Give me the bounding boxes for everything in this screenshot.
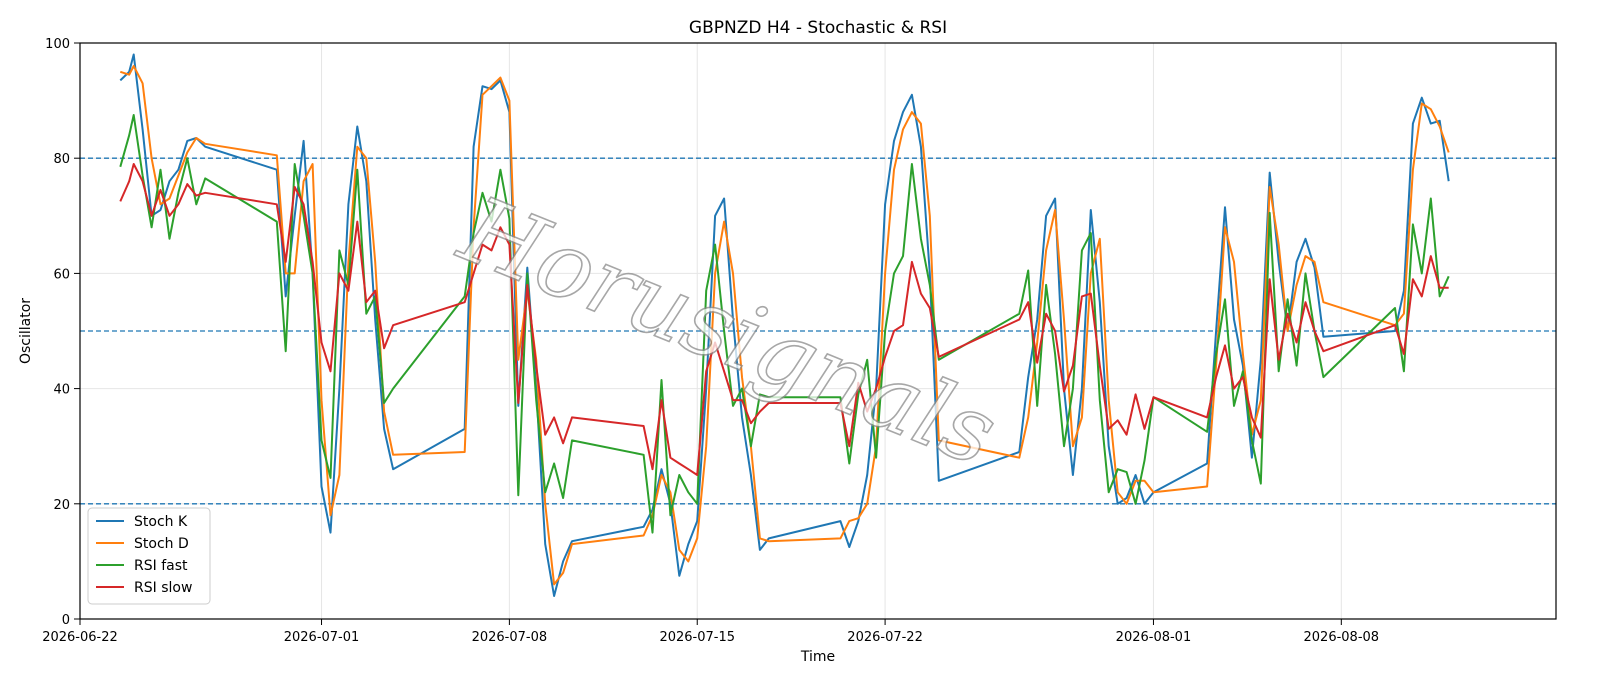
x-tick-label: 2026-07-01 bbox=[284, 630, 360, 645]
x-tick-label: 2026-07-08 bbox=[472, 630, 548, 645]
y-tick-label: 80 bbox=[53, 152, 70, 167]
x-axis-ticks: 2026-06-22 2026-07-01 2026-07-08 2026-07-15… bbox=[42, 619, 1379, 645]
y-tick-label: 40 bbox=[53, 383, 70, 398]
legend-label: Stoch D bbox=[134, 536, 189, 552]
series-line-rsi-slow bbox=[119, 163, 1449, 476]
series-line-rsi-fast bbox=[119, 114, 1450, 534]
x-tick-label: 2026-07-15 bbox=[659, 630, 735, 645]
y-tick-label: 100 bbox=[45, 37, 70, 52]
y-tick-label: 60 bbox=[53, 267, 70, 282]
legend: Stoch K Stoch D RSI fast RSI slow bbox=[87, 507, 211, 605]
legend-label: Stoch K bbox=[134, 514, 188, 530]
x-tick-label: 2026-08-08 bbox=[1304, 630, 1380, 645]
x-axis-label: Time bbox=[800, 649, 835, 665]
y-axis-ticks: 0 20 40 60 80 100 bbox=[45, 37, 80, 628]
series-line-stoch-d bbox=[119, 65, 1450, 586]
legend-box bbox=[87, 507, 211, 605]
chart-title: GBPNZD H4 - Stochastic & RSI bbox=[689, 18, 947, 38]
legend-label: RSI slow bbox=[134, 580, 192, 596]
reference-lines bbox=[80, 157, 1556, 505]
y-tick-label: 20 bbox=[53, 498, 70, 513]
plot-frame bbox=[79, 42, 1557, 620]
y-axis-label: Oscillator bbox=[18, 298, 34, 364]
series-line-stoch-k bbox=[119, 53, 1450, 597]
legend-label: RSI fast bbox=[134, 558, 188, 574]
x-tick-label: 2026-07-22 bbox=[847, 630, 923, 645]
x-tick-label: 2026-08-01 bbox=[1116, 630, 1192, 645]
series-lines bbox=[119, 53, 1450, 597]
x-tick-label: 2026-06-22 bbox=[42, 630, 118, 645]
y-tick-label: 0 bbox=[62, 613, 70, 628]
